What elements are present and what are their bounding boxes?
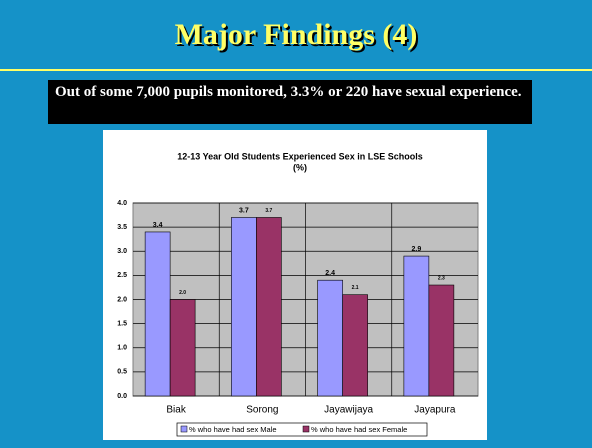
bar	[144, 231, 171, 397]
bar	[169, 299, 196, 397]
y-tick-label: 1.5	[117, 320, 127, 327]
legend-box	[176, 422, 428, 437]
bar	[231, 217, 257, 397]
y-tick-label: 3.0	[117, 248, 127, 255]
y-tick-label: 2.5	[117, 272, 127, 279]
x-tick-label: Biak	[166, 405, 186, 416]
x-tick-label: Jayapura	[414, 405, 456, 416]
legend-swatch	[180, 425, 188, 433]
legend-swatch	[302, 425, 310, 433]
bar	[428, 284, 455, 397]
slide-text: Out of some 7,000 pupils monitored, 3.3%…	[48, 80, 532, 124]
bar	[403, 255, 430, 397]
bar	[317, 279, 343, 397]
y-tick-label: 4.0	[117, 200, 127, 207]
chart: 12-13 Year Old Students Experienced Sex …	[103, 130, 487, 440]
value-label: 3.7	[239, 207, 249, 214]
value-label: 2.9	[412, 246, 422, 253]
value-label: 2.0	[179, 290, 186, 296]
value-label: 3.7	[265, 208, 272, 214]
bar	[256, 217, 282, 397]
x-tick-label: Sorong	[246, 405, 278, 416]
y-tick-label: 3.5	[117, 224, 127, 231]
title-rule	[0, 69, 592, 71]
value-label: 3.4	[153, 222, 163, 229]
value-label: 2.3	[438, 275, 445, 281]
y-tick-label: 0.0	[117, 393, 127, 400]
value-label: 2.1	[352, 285, 359, 291]
bar	[342, 294, 368, 397]
y-tick-label: 2.0	[117, 296, 127, 303]
x-tick-label: Jayawijaya	[324, 405, 373, 416]
value-label: 2.4	[325, 270, 335, 277]
chart-title: (%)	[293, 162, 307, 172]
legend-label: % who have had sex Female	[311, 425, 407, 434]
y-tick-label: 0.5	[117, 369, 127, 376]
legend-label: % who have had sex Male	[189, 425, 277, 434]
slide-title: Major Findings (4)	[174, 18, 418, 51]
chart-title: 12-13 Year Old Students Experienced Sex …	[177, 151, 422, 161]
y-tick-label: 1.0	[117, 345, 127, 352]
